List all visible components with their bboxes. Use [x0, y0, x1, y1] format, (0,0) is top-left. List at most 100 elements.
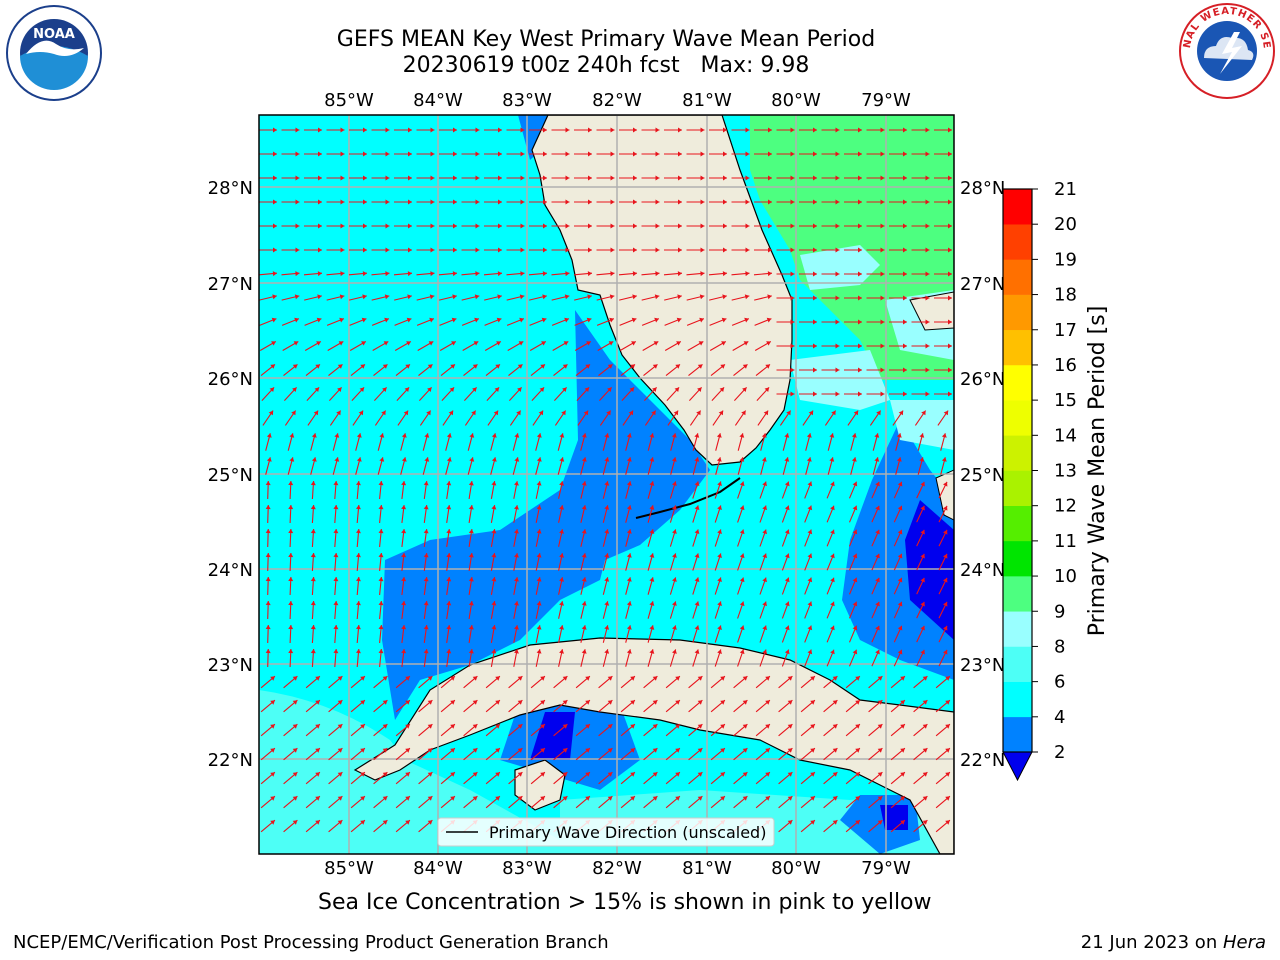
wave-vector-head — [813, 391, 817, 397]
period-fill-2-4-east — [842, 420, 954, 680]
wave-vector-head — [562, 796, 568, 801]
wave-vector-head — [672, 649, 677, 654]
wave-vector-head — [313, 410, 319, 416]
chart-subtitle: 20230619 t00z 240h fcst Max: 9.98 — [402, 53, 810, 78]
wave-vector-head — [742, 700, 748, 705]
wave-vector-head — [315, 676, 320, 681]
wave-vector-head — [675, 724, 680, 729]
wave-vector-head — [382, 796, 388, 801]
lat-label-right: 23°N — [960, 655, 1005, 676]
wave-vector-head — [698, 341, 704, 346]
wave-vector-head — [423, 553, 429, 558]
wave-vector-head — [903, 175, 907, 181]
wave-vector-head — [588, 127, 592, 133]
wave-vector-head — [675, 772, 680, 777]
wave-vector-head — [925, 343, 930, 349]
wave-vector-head — [903, 151, 907, 157]
wave-vector-head — [678, 127, 682, 133]
wave-vector-head — [790, 127, 795, 133]
wave-vector-head — [717, 481, 722, 486]
wave-vector-head — [762, 577, 767, 583]
wave-vector-head — [810, 724, 815, 729]
lat-label-right: 27°N — [960, 274, 1005, 295]
wave-vector-head — [897, 577, 903, 583]
wave-vector-head — [920, 505, 925, 511]
wave-vector-head — [294, 294, 300, 300]
wave-vector-head — [852, 601, 858, 607]
wave-vector-head — [314, 387, 320, 392]
wave-vector-head — [430, 175, 435, 181]
wave-vector-head — [378, 649, 384, 654]
wave-vector-head — [543, 127, 547, 133]
wave-vector-head — [360, 724, 365, 729]
wave-vector-head — [630, 796, 635, 801]
wave-vector-head — [607, 772, 613, 777]
wave-vector-head — [739, 529, 745, 535]
lat-label-left: 23°N — [208, 655, 253, 676]
wave-vector-head — [790, 175, 795, 181]
wave-vector-head — [787, 820, 793, 825]
wave-vector-head — [471, 410, 476, 416]
colorbar-segment — [1003, 259, 1032, 295]
wave-vector-head — [607, 387, 612, 392]
period-fill-under-2-cuba — [530, 712, 575, 760]
wave-vector-head — [900, 748, 905, 753]
wave-vector-head — [790, 247, 795, 253]
wave-vector-head — [897, 625, 903, 631]
wave-vector-head — [288, 649, 294, 654]
wave-vector-head — [830, 601, 835, 607]
wave-vector-head — [406, 317, 412, 323]
wave-vector-head — [745, 199, 750, 205]
wave-vector-head — [925, 295, 930, 301]
colorbar-segment — [1003, 224, 1032, 260]
wave-vector-head — [356, 601, 361, 606]
wave-vector-head — [427, 700, 433, 705]
wave-vector-head — [385, 175, 390, 181]
wave-vector-head — [265, 625, 271, 630]
wave-vector-head — [920, 649, 925, 655]
wave-vector-head — [360, 364, 365, 369]
wave-vector-head — [626, 481, 632, 486]
wave-vector-head — [723, 199, 727, 205]
lon-label-top: 82°W — [592, 90, 642, 111]
wave-vector-head — [626, 505, 632, 510]
wave-vector-head — [723, 223, 727, 229]
wave-vector-head — [520, 247, 525, 253]
wave-vector-head — [784, 505, 790, 511]
wave-vector-head — [581, 601, 587, 606]
wave-vector-head — [581, 577, 587, 582]
wave-vector-head — [920, 553, 925, 559]
wave-vector-head — [697, 676, 703, 681]
wave-vector-head — [339, 294, 345, 300]
wave-vector-head — [559, 625, 564, 630]
wave-vector-head — [745, 247, 750, 253]
wave-vector-head — [269, 387, 275, 392]
wave-vector-head — [491, 457, 497, 462]
wave-vector-head — [832, 748, 838, 753]
wave-vector-head — [292, 676, 298, 681]
colorbar-tick-label: 16 — [1054, 355, 1077, 376]
wave-vector-head — [498, 175, 502, 181]
wave-vector-head — [468, 577, 474, 582]
wave-vector-head — [270, 724, 275, 729]
wave-vector-head — [427, 387, 432, 392]
wave-vector-head — [678, 175, 682, 181]
wave-vector-head — [310, 553, 316, 558]
wave-vector-head — [446, 433, 452, 438]
wave-vector-head — [694, 457, 700, 462]
wave-vector-head — [562, 724, 568, 729]
wave-vector-head — [265, 553, 271, 558]
wave-vector-head — [497, 294, 502, 300]
wave-vector-head — [855, 796, 860, 801]
wave-vector-head — [831, 410, 836, 416]
wave-vector-head — [423, 601, 429, 606]
vector-legend: Primary Wave Direction (unscaled) — [437, 817, 775, 847]
lon-label-top: 84°W — [413, 90, 463, 111]
colorbar-segment — [1003, 364, 1032, 401]
wave-vector-head — [855, 772, 860, 777]
wave-vector-head — [874, 433, 880, 438]
wave-vector-head — [697, 387, 702, 392]
wave-vector-head — [742, 364, 748, 369]
wave-vector-head — [768, 175, 772, 181]
wave-vector-head — [610, 199, 615, 205]
